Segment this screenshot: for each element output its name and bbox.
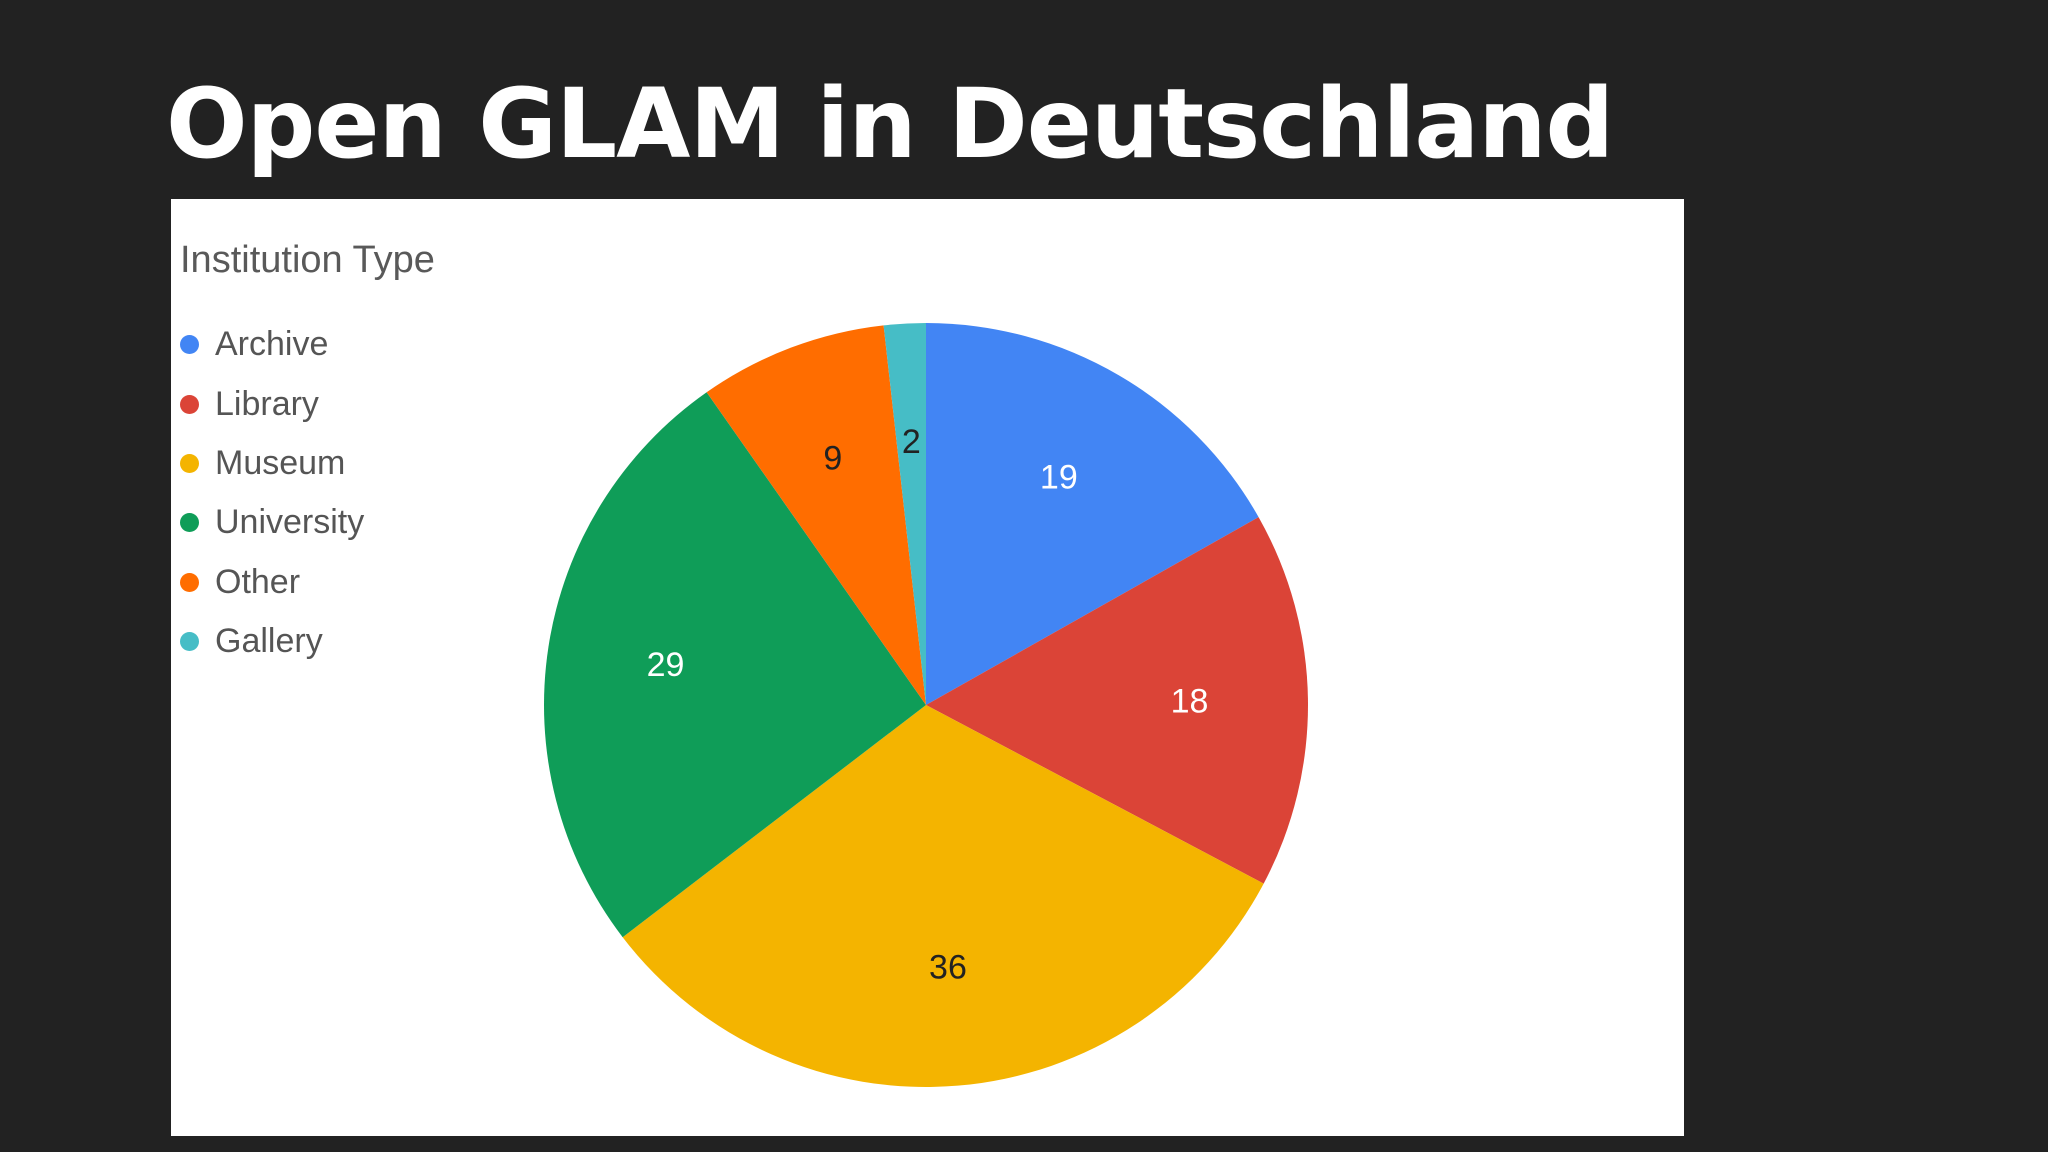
pie-label-library: 18 <box>1171 682 1209 720</box>
pie-slice-gallery <box>883 323 926 705</box>
chart-panel: Institution Type Archive Library Museum Uni… <box>171 199 1684 1136</box>
pie-slice-university <box>544 392 926 938</box>
pie-slice-other <box>706 325 926 705</box>
legend-marker-library <box>180 394 199 414</box>
pie-slice-museum <box>622 705 1264 1087</box>
legend-label-university: University <box>215 503 365 542</box>
legend-label-other: Other <box>215 562 301 601</box>
legend-marker-other <box>180 572 199 592</box>
legend-label-gallery: Gallery <box>215 622 323 661</box>
legend-item-archive: Archive <box>180 315 364 374</box>
pie-label-museum: 36 <box>929 949 967 987</box>
slide-title: Open GLAM in Deutschland <box>166 68 1614 180</box>
pie-chart: 19 18 36 29 9 2 <box>544 323 1308 1087</box>
pie-label-gallery: 2 <box>902 423 921 461</box>
pie-slice-archive <box>926 323 1259 705</box>
pie-label-university: 29 <box>647 646 685 684</box>
legend-marker-archive <box>180 335 199 355</box>
legend-item-museum: Museum <box>180 434 364 493</box>
legend-label-library: Library <box>215 384 319 423</box>
legend-marker-gallery <box>180 632 199 652</box>
legend-marker-university <box>180 513 199 533</box>
legend-marker-museum <box>180 453 199 473</box>
legend-item-other: Other <box>180 553 364 612</box>
legend-label-archive: Archive <box>215 325 329 364</box>
legend-item-university: University <box>180 493 364 552</box>
legend-item-library: Library <box>180 374 364 433</box>
pie-label-other: 9 <box>823 439 842 477</box>
legend-label-museum: Museum <box>215 443 346 482</box>
legend: Archive Library Museum University Other Galle… <box>180 315 364 671</box>
legend-title: Institution Type <box>180 239 435 281</box>
pie-label-archive: 19 <box>1040 458 1078 496</box>
legend-item-gallery: Gallery <box>180 612 364 671</box>
pie-slice-library <box>926 517 1308 884</box>
